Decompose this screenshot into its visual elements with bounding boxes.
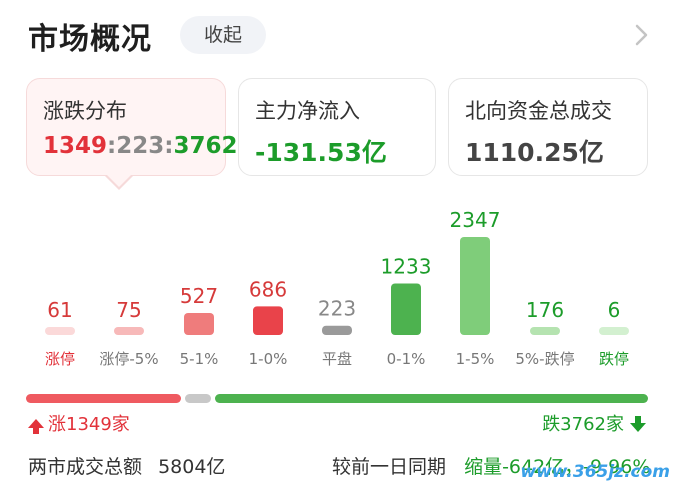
chevron-right-icon[interactable] [628,20,654,50]
bar-value-label: 2347 [450,208,501,232]
category-label: 涨停 [45,350,75,368]
bar-value-label: 75 [116,298,141,322]
collapse-button[interactable]: 收起 [180,16,266,54]
total-turnover-value: 5804亿 [158,456,226,478]
card-rise-fall-distribution[interactable]: 涨跌分布 1349:223:3762 [26,78,237,176]
ratio-segment-up [26,394,182,403]
rise-summary-text: 涨1349家 [48,414,130,435]
watermark: www.365jz.com [520,462,670,482]
card-label: 主力净流入 [255,99,360,123]
bar-value-label: 527 [180,284,218,308]
turnover-footer: 两市成交总额 5804亿 较前一日同期 缩量-642亿，-9.96% [0,452,678,482]
bar-5 [391,283,421,335]
bar-value-label: 686 [249,277,287,301]
bar-3 [253,306,283,335]
card-value: 1349:223:3762 [43,133,237,159]
card-main-net-inflow[interactable]: 主力净流入 -131.53亿 [238,78,436,176]
bar-0 [45,327,75,335]
bar-value-label: 61 [47,298,72,322]
bar-6 [460,237,490,335]
rise-fall-distribution-chart: 61 涨停 75 涨停-5% 527 5-1% 686 1-0% 223 平盘 1233 0-1% 23… [45,208,629,368]
category-label: 涨停-5% [99,350,158,368]
total-turnover-label: 两市成交总额 [28,456,143,478]
ratio-segment-flat [185,394,212,403]
bar-2 [184,312,214,335]
card-northbound-turnover[interactable]: 北向资金总成交 1110.25亿 [448,78,648,176]
page-title: 市场概况 [28,22,152,57]
flat-count: 223 [116,133,165,159]
category-label: 1-0% [249,350,288,368]
fall-count: 3762 [173,133,238,159]
compare-prev-day: 较前一日同期 缩量-642亿，-9.96% [332,452,650,479]
rise-count: 1349 [43,133,108,159]
category-label: 平盘 [322,350,352,368]
total-turnover: 两市成交总额 5804亿 [28,452,225,479]
bar-1 [114,327,144,335]
bar-7 [530,327,560,335]
arrow-down-icon [630,416,646,432]
fall-summary: 跌3762家 [542,410,646,436]
category-label: 跌停 [599,350,629,368]
bar-value-label: 223 [318,297,356,321]
bar-value-label: 6 [608,298,621,322]
arrow-up-icon [28,419,44,434]
category-label: 0-1% [387,350,426,368]
separator: : [164,133,174,159]
card-label: 涨跌分布 [43,99,127,123]
ratio-segment-down [215,394,648,403]
market-overview-header: 市场概况 收起 [0,0,678,70]
category-label: 1-5% [456,350,495,368]
bar-8 [599,327,629,335]
category-label: 5%-跌停 [515,350,574,368]
bar-value-label: 176 [526,298,564,322]
bar-value-label: 1233 [381,255,432,279]
category-label: 5-1% [180,350,219,368]
compare-label: 较前一日同期 [332,456,447,478]
card-value: -131.53亿 [255,138,387,167]
compare-value: 缩量-642亿，-9.96% [464,456,651,478]
fall-summary-text: 跌3762家 [542,414,624,435]
card-label: 北向资金总成交 [465,99,612,123]
rise-fall-ratio-bar [26,394,648,403]
card-value: 1110.25亿 [465,138,604,167]
bar-4 [322,325,352,335]
separator: : [107,133,117,159]
card-pointer [107,175,131,187]
rise-summary: 涨1349家 [28,410,130,436]
